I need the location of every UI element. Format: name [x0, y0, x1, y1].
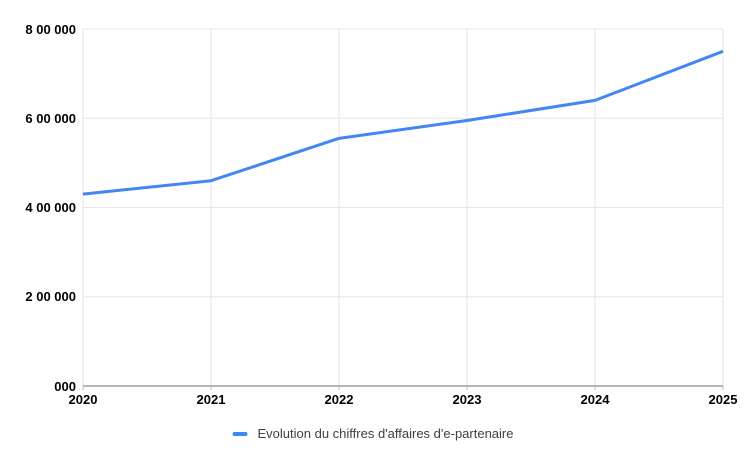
- y-axis-tick-label: 000: [54, 378, 76, 394]
- y-axis-tick-label: 6 00 000: [25, 110, 76, 126]
- x-axis-tick-label: 2022: [324, 392, 354, 407]
- x-axis-tick-label: 2024: [580, 392, 610, 407]
- legend-line-marker: [232, 431, 248, 436]
- y-axis-tick-label: 2 00 000: [25, 289, 76, 305]
- x-axis-tick-label: 2025: [708, 392, 738, 407]
- chart-legend: Evolution du chiffres d'affaires d'e-par…: [232, 426, 514, 441]
- x-axis-tick-label: 2020: [68, 392, 98, 407]
- x-axis-tick-label: 2023: [452, 392, 482, 407]
- y-axis-tick-label: 4 00 000: [25, 200, 76, 215]
- y-axis-tick-label: 8 00 000: [25, 21, 76, 37]
- x-axis-tick-label: 2021: [196, 392, 226, 407]
- legend-series-label: Evolution du chiffres d'affaires d'e-par…: [257, 426, 514, 441]
